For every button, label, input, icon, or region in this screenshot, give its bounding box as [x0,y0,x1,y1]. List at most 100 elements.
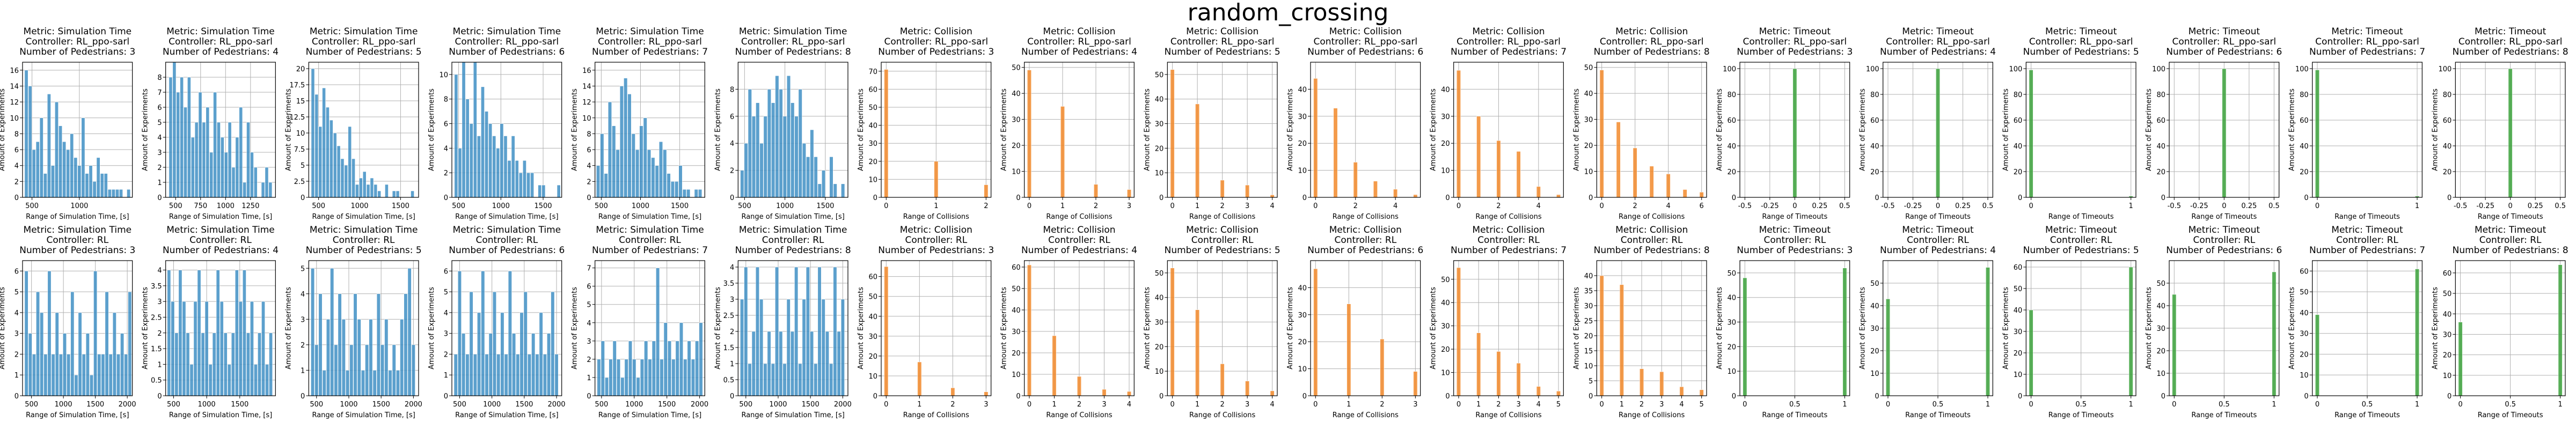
subplot-title-line: Controller: RL [2050,235,2112,246]
x-tick-label: 0.25 [1955,202,1971,210]
subplot-title-line: Metric: Simulation Time [310,225,418,235]
histogram-bar [1127,189,1132,198]
y-tick-label: 0 [1159,393,1163,401]
axes-frame [2312,62,2423,198]
histogram-bar [2558,264,2563,396]
subplot-title-line: Number of Pedestrians: 7 [1451,47,1567,57]
subplot-title-line: Metric: Simulation Time [596,26,704,37]
histogram-bar [66,149,70,198]
y-tick-label: 8 [730,86,734,94]
histogram-bar [541,184,546,198]
histogram-bar [223,332,228,396]
histogram-bar [404,293,408,396]
histogram-bar [1052,335,1057,396]
y-tick-label: 2.5 [294,178,305,186]
histogram-bar [411,190,414,198]
y-tick-label: 10 [1155,169,1164,177]
axes-frame [1310,62,1421,198]
histogram-bar [208,364,213,396]
y-tick-label: 6 [444,121,448,129]
histogram-bar [396,190,400,198]
histogram-bar [100,173,104,198]
x-tick-label: 1 [2129,202,2133,210]
subplot-title-line: Number of Pedestrians: 6 [1307,47,1423,57]
histogram-bar [1699,389,1704,396]
y-tick-label: 8 [587,130,591,138]
x-tick-label: 1 [1195,401,1199,409]
histogram-bar [385,184,389,198]
y-tick-label: 0 [2447,194,2451,202]
x-tick-label: 1500 [671,202,689,210]
histogram-bar [172,62,177,198]
y-tick-label: 1.5 [151,345,162,353]
histogram-bar [43,173,47,198]
y-tick-label: 12.5 [289,114,305,122]
histogram-bar [104,173,108,198]
histogram-bar [651,157,655,198]
subplot-title-line: Number of Pedestrians: 8 [2453,47,2568,57]
x-tick-label: -0.5 [1738,202,1752,210]
x-tick-label: 1500 [658,401,676,409]
y-tick-label: 2.5 [151,314,162,322]
x-tick-label: 1500 [802,401,819,409]
y-axis-label: Amount of Experiments [0,287,6,369]
histogram-bar [814,363,818,396]
subplot-title-line: Number of Pedestrians: 5 [306,47,422,57]
y-tick-label: 100 [2152,65,2165,73]
x-axis-label: Range of Timeouts [2334,213,2400,221]
x-axis-label: Range of Simulation Time, [s] [169,411,272,419]
x-tick-label: 2 [1094,202,1098,210]
histogram-bar [616,149,620,198]
histogram-bar [492,136,496,198]
histogram-bar [1556,391,1561,396]
x-tick-label: 0 [1743,401,1747,409]
subplot-title-line: Controller: RL [1477,235,1540,246]
y-tick-label: 6 [444,268,448,276]
histogram-bar [2272,271,2277,396]
histogram-bar [829,157,833,198]
y-tick-label: 10 [1012,371,1021,379]
y-tick-label: 5 [587,301,591,309]
y-axis-label: Amount of Experiments [1286,287,1294,369]
y-axis-label: Amount of Experiments [857,88,865,171]
x-axis-label: Range of Timeouts [2478,213,2543,221]
histogram-bar [206,107,210,198]
histogram-bar [193,301,197,396]
y-tick-label: 30 [2014,328,2023,336]
y-tick-label: 40 [2443,310,2452,319]
y-tick-label: 30 [1584,116,1593,124]
y-tick-label: 0.5 [723,376,735,384]
y-tick-label: 30 [1441,113,1450,121]
y-tick-label: 2 [14,178,19,186]
histogram-bar [369,319,373,396]
y-tick-label: 20 [1441,140,1450,148]
axes-frame [1596,62,1707,198]
y-tick-label: 0 [14,194,19,202]
histogram-bar [531,333,536,396]
subplot-title-line: Metric: Simulation Time [24,26,132,37]
histogram-bar [361,370,365,396]
subplot-title-line: Controller: RL_ppo-sarl [1027,36,1131,47]
x-tick-label: 4 [1536,401,1541,409]
histogram-bar [198,92,202,198]
x-tick-label: 1000 [70,202,88,210]
histogram-bar [311,68,315,198]
histogram-bar [775,75,779,198]
x-tick-label: 1 [1842,401,1847,409]
histogram-bar [1885,299,1890,396]
x-tick-label: 1 [2272,401,2276,409]
y-tick-label: 10 [2300,372,2309,380]
histogram-bar [341,319,346,396]
histogram-bar [212,332,216,396]
histogram-bar [767,331,771,396]
histogram-bar [70,134,74,198]
y-tick-label: 2 [730,167,734,175]
axes-frame [595,260,705,396]
histogram-bar [82,354,86,396]
y-tick-label: 1 [587,374,591,382]
histogram-bar [348,126,352,198]
histogram-bar [1220,364,1225,396]
y-tick-label: 40 [1727,143,1736,151]
